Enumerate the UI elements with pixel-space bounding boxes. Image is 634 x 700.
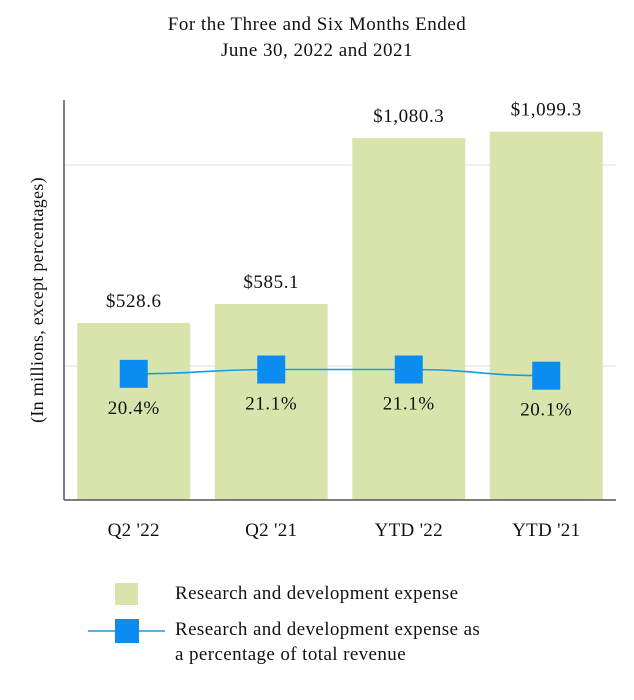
percentage-marker-3 [394,355,423,384]
bar-value-label-1: $528.6 [106,291,162,312]
legend-bar-swatch [115,583,138,605]
bar-value-label-4: $1,099.3 [511,100,582,121]
bar-4 [489,131,603,500]
percentage-line [133,368,547,377]
x-tick-label-1: Q2 '22 [108,520,160,541]
bar-value-label-2: $585.1 [243,272,299,293]
legend-bar-label: Research and development expense [175,583,459,604]
percentage-marker-2 [257,355,286,384]
percentage-label-3: 21.1% [383,394,435,415]
y-axis-label: (In millions, except percentages) [27,177,48,423]
x-tick-label-2: Q2 '21 [245,520,297,541]
chart-subtitle: June 30, 2022 and 2021 [220,40,413,61]
percentage-label-4: 20.1% [520,400,572,421]
bar-1 [77,322,191,500]
legend-marker-swatch [115,619,139,643]
bar-value-label-3: $1,080.3 [373,106,444,127]
percentage-marker-4 [532,361,561,390]
legend-line-label-2: a percentage of total revenue [175,644,407,665]
chart-title: For the Three and Six Months Ended [167,14,467,35]
bar-3 [352,138,466,501]
percentage-label-1: 20.4% [108,398,160,419]
x-tick-label-4: YTD '21 [512,520,580,541]
legend-line-label-1: Research and development expense as [175,619,481,640]
x-tick-label-3: YTD '22 [375,520,443,541]
percentage-label-2: 21.1% [245,394,297,415]
bar-2 [214,303,328,500]
percentage-marker-1 [119,359,148,388]
